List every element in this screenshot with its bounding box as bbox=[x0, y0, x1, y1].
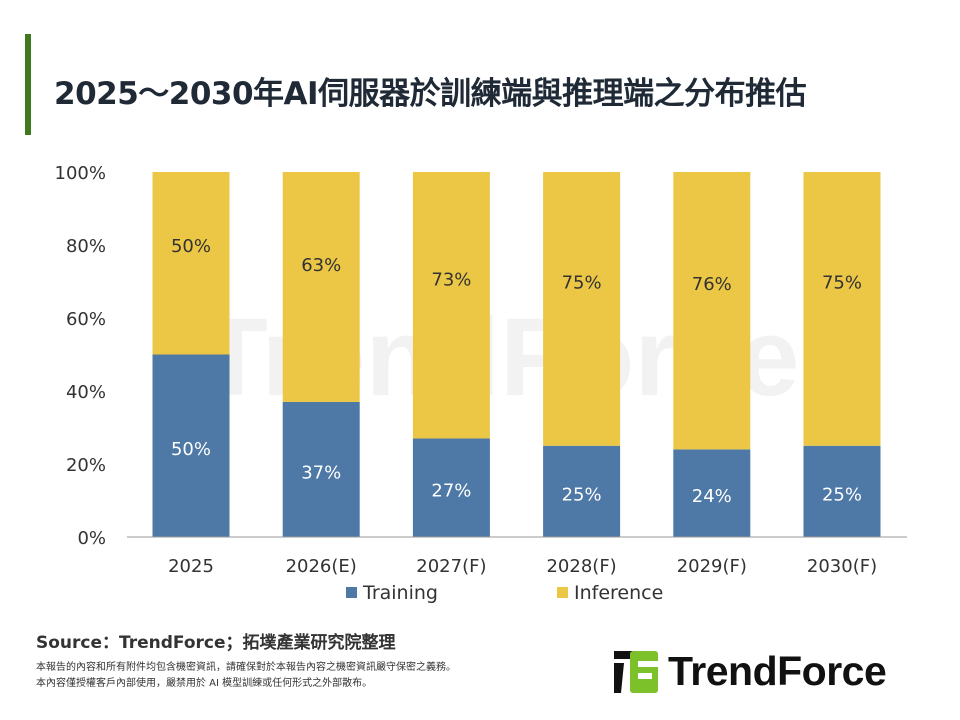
legend-label: Training bbox=[362, 582, 438, 604]
x-tick-label: 2025 bbox=[168, 556, 214, 577]
legend-swatch bbox=[346, 587, 357, 598]
confidential-note-2: 本內容僅授權客戶內部使用，嚴禁用於 AI 模型訓練或任何形式之外部散布。 bbox=[36, 678, 373, 689]
source-text: Source：TrendForce；拓墣產業研究院整理 bbox=[36, 633, 396, 653]
y-tick-label: 40% bbox=[66, 382, 106, 403]
data-label: 50% bbox=[171, 439, 211, 460]
bar-inference bbox=[412, 172, 490, 439]
bar-training bbox=[152, 354, 230, 537]
data-label: 25% bbox=[562, 484, 602, 505]
data-label: 24% bbox=[692, 486, 732, 507]
y-tick-label: 20% bbox=[66, 455, 106, 476]
y-tick-label: 80% bbox=[66, 236, 106, 257]
data-label: 76% bbox=[692, 274, 732, 295]
data-label: 27% bbox=[431, 481, 471, 502]
bar-inference bbox=[282, 172, 360, 402]
x-tick-label: 2030(F) bbox=[807, 556, 877, 577]
data-label: 25% bbox=[822, 484, 862, 505]
data-label: 63% bbox=[301, 255, 341, 276]
confidential-note-1: 本報告的內容和所有附件均包含機密資訊，請確保對於本報告內容之機密資訊嚴守保密之義… bbox=[36, 662, 456, 673]
bar-training bbox=[412, 438, 490, 537]
data-label: 50% bbox=[171, 236, 211, 257]
bar-inference bbox=[543, 172, 621, 446]
data-label: 73% bbox=[431, 270, 471, 291]
data-label: 75% bbox=[822, 273, 862, 294]
bar-training bbox=[282, 401, 360, 537]
x-tick-label: 2026(E) bbox=[286, 556, 357, 577]
x-tick-label: 2028(F) bbox=[546, 556, 616, 577]
legend-label: Inference bbox=[574, 582, 663, 604]
stacked-bar-chart: TrendForce 0%20%40%60%80%100%50%50%20253… bbox=[55, 163, 907, 604]
x-tick-label: 2029(F) bbox=[677, 556, 747, 577]
bar-training bbox=[673, 449, 751, 537]
y-tick-label: 100% bbox=[55, 163, 106, 184]
bar-inference bbox=[152, 172, 230, 355]
logo-mark-icon bbox=[614, 650, 658, 693]
bar-training bbox=[543, 445, 621, 537]
legend-swatch bbox=[557, 587, 568, 598]
title-accent-bar bbox=[25, 34, 31, 135]
data-label: 37% bbox=[301, 462, 341, 483]
chart-title: 2025～2030年AI伺服器於訓練端與推理端之分布推估 bbox=[54, 76, 807, 112]
bar-training bbox=[803, 445, 881, 537]
x-tick-label: 2027(F) bbox=[416, 556, 486, 577]
bar-inference bbox=[803, 172, 881, 446]
bar-inference bbox=[673, 172, 751, 450]
logo-text: TrendForce bbox=[668, 648, 887, 694]
trendforce-logo: TrendForce bbox=[612, 648, 887, 695]
y-tick-label: 0% bbox=[77, 528, 106, 549]
y-tick-label: 60% bbox=[66, 309, 106, 330]
data-label: 75% bbox=[562, 273, 602, 294]
